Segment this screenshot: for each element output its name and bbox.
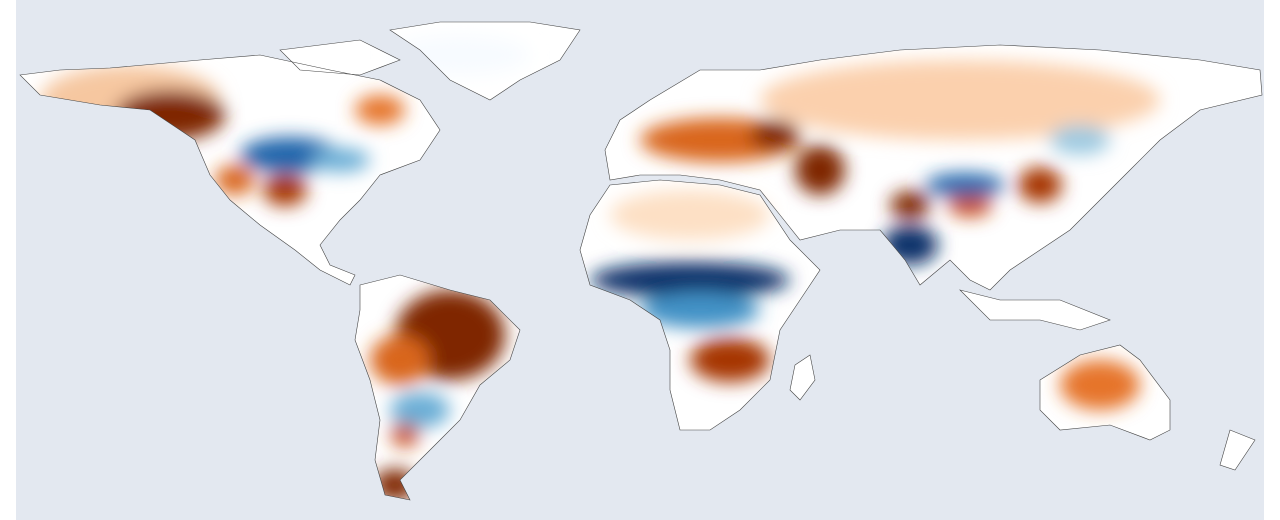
anomaly-blob: [890, 191, 930, 219]
anomaly-blob: [948, 193, 992, 217]
south-america: [354, 274, 521, 501]
anomaly-blob: [610, 190, 770, 240]
eurasia: [604, 44, 1263, 291]
anomaly-blob: [355, 95, 405, 125]
anomaly-blob: [590, 262, 790, 298]
anomaly-blob: [1060, 360, 1140, 410]
anomaly-blob: [391, 423, 419, 447]
maritime-southeast-asia: [959, 289, 1111, 331]
arctic-islands: [279, 39, 401, 76]
new-zealand: [1219, 429, 1256, 471]
continent-outlines: [19, 21, 1263, 501]
anomaly-blobs: [40, 35, 1160, 500]
anomaly-field: [40, 35, 1160, 500]
anomaly-blob: [215, 165, 255, 195]
anomaly-blob: [390, 392, 450, 428]
anomaly-blob: [925, 173, 1005, 197]
anomaly-blob: [750, 120, 800, 150]
anomaly-blob: [690, 338, 770, 382]
anomaly-blob: [795, 145, 845, 195]
greenland: [389, 21, 581, 101]
anomaly-blob: [263, 174, 307, 206]
madagascar: [789, 354, 816, 401]
anomaly-blob: [760, 60, 1160, 140]
anomaly-blob: [1050, 125, 1110, 155]
anomaly-blob: [640, 292, 760, 328]
africa: [579, 179, 821, 431]
north-america: [19, 54, 441, 286]
anomaly-blob: [370, 335, 430, 385]
anomaly-blob: [310, 148, 370, 172]
australia: [1039, 344, 1171, 441]
anomaly-blob: [1018, 167, 1062, 203]
